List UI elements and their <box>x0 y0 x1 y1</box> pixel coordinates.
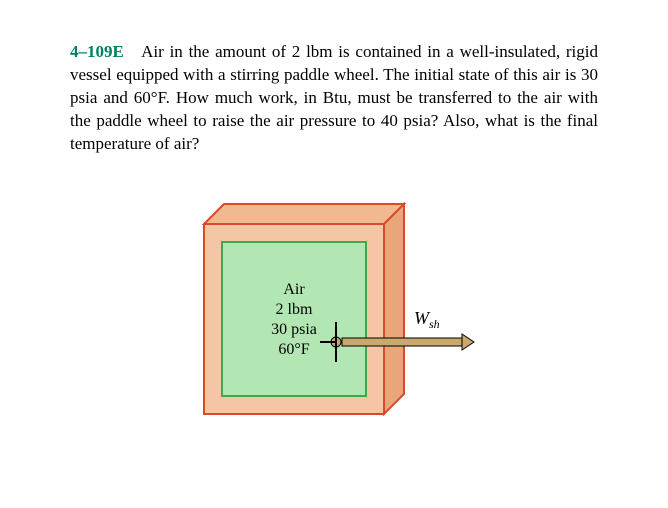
work-label: Wsh <box>414 308 440 331</box>
paddle-handle-tip <box>462 334 474 350</box>
box-inner-cavity <box>222 242 366 396</box>
label-temperature: 60°F <box>278 341 309 358</box>
problem-id: 4–109E <box>70 42 124 61</box>
work-label-sub: sh <box>429 317 440 331</box>
box-side-face <box>384 204 404 414</box>
label-air: Air <box>283 281 305 298</box>
vessel-diagram: Air 2 lbm 30 psia 60°F Wsh <box>174 174 494 454</box>
label-mass: 2 lbm <box>276 301 313 318</box>
box-top-face <box>204 204 404 224</box>
paddle-shaft <box>342 338 462 346</box>
problem-statement: 4–109E Air in the amount of 2 lbm is con… <box>70 41 598 156</box>
diagram-container: Air 2 lbm 30 psia 60°F Wsh <box>70 174 598 454</box>
problem-body: Air in the amount of 2 lbm is contained … <box>70 42 598 153</box>
label-pressure: 30 psia <box>271 321 317 338</box>
